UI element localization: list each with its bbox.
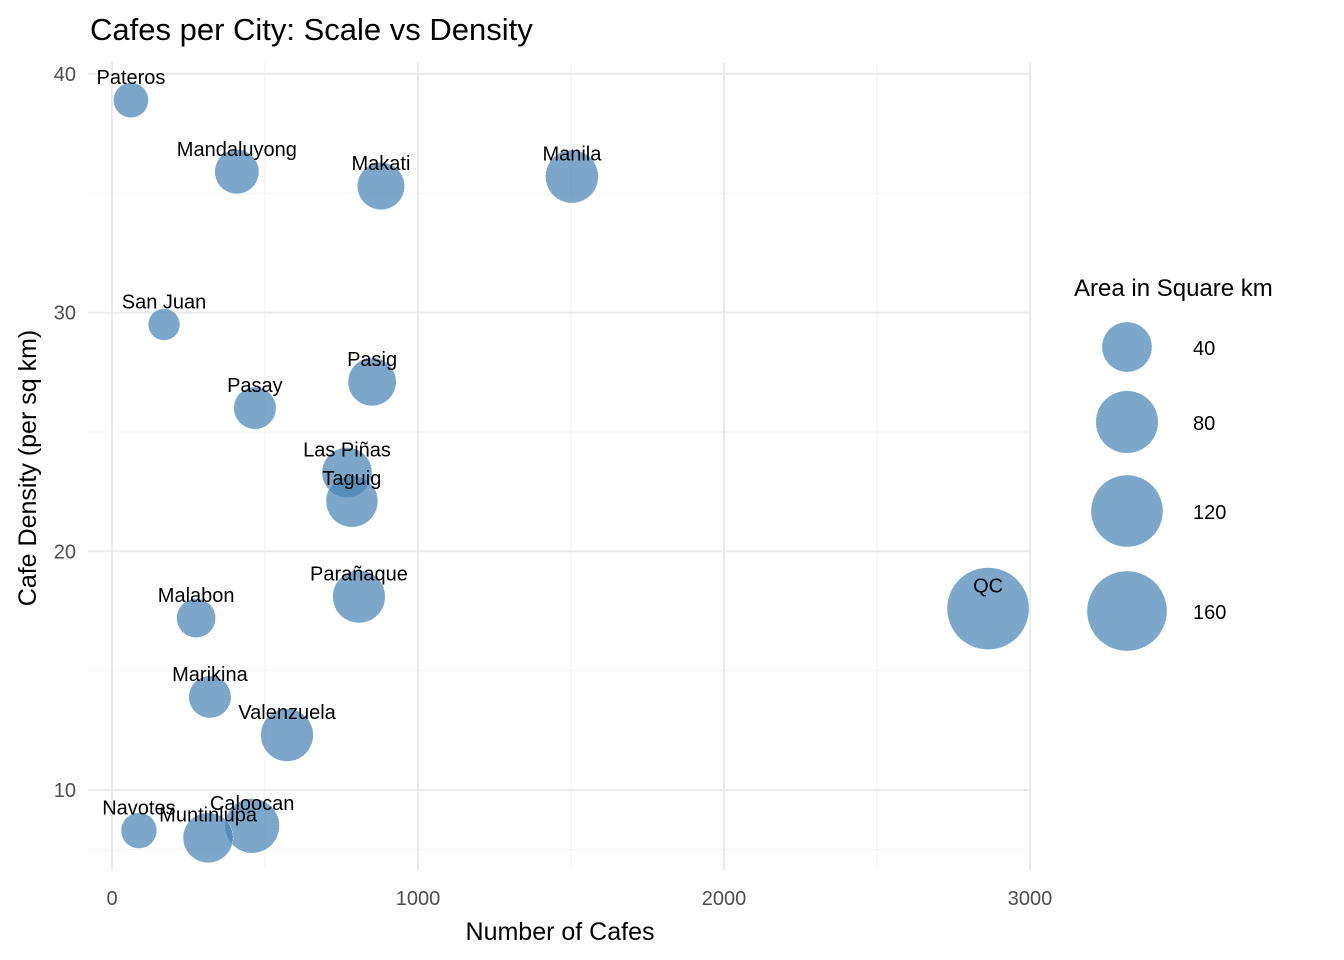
bubble-point [214, 149, 260, 195]
x-tick-label: 1000 [396, 888, 441, 910]
size-legend: Area in Square km 40 80 120 160 [1074, 275, 1273, 652]
bubble-point [347, 357, 397, 407]
legend-key-circle [1086, 570, 1168, 652]
y-axis-title: Cafe Density (per sq km) [14, 330, 42, 606]
point-label: Taguig [322, 468, 381, 490]
bubble-point [176, 598, 216, 638]
y-tick-label: 10 [54, 780, 76, 802]
bubble-point [147, 308, 181, 341]
point-labels: Pateros Mandaluyong Makati Manila San Juan Pa… [97, 67, 1004, 827]
x-tick-label: 0 [106, 888, 117, 910]
y-tick-label: 40 [54, 64, 76, 86]
bubble-point [545, 149, 599, 204]
point-label: Mandaluyong [177, 139, 297, 161]
bubble-point [120, 812, 158, 849]
point-label: Caloocan [210, 793, 295, 815]
point-label: Navotes [102, 798, 175, 820]
point-label: Makati [352, 153, 411, 175]
legend-key-circle [1090, 474, 1164, 548]
x-tick-label: 2000 [702, 888, 747, 910]
point-label: San Juan [122, 292, 207, 314]
bubble-point [233, 386, 277, 430]
legend-key-label: 40 [1193, 338, 1215, 360]
y-tick-label: 30 [54, 303, 76, 325]
bubble-point [113, 82, 149, 118]
grid [88, 62, 1031, 870]
bubbles [113, 82, 1030, 863]
bubble-point [188, 675, 232, 719]
legend-key-label: 120 [1193, 502, 1226, 524]
x-tick-label: 3000 [1008, 888, 1053, 910]
bubble-point [946, 567, 1030, 650]
point-label: Pateros [97, 67, 166, 89]
chart-title: Cafes per City: Scale vs Density [90, 12, 533, 47]
x-axis-ticks: 0 1000 2000 3000 [106, 888, 1052, 910]
point-label: Pasay [227, 375, 283, 397]
point-label: Marikina [172, 664, 248, 686]
point-label: QC [973, 576, 1003, 598]
legend-title: Area in Square km [1074, 275, 1273, 302]
point-label: Valenzuela [238, 702, 336, 724]
x-axis-title: Number of Cafes [466, 918, 655, 946]
bubble-point [332, 570, 386, 624]
bubble-point [357, 162, 405, 210]
point-label: Las Piñas [303, 440, 391, 462]
point-label: Muntinlupa [159, 805, 258, 827]
y-axis-ticks: 10 20 30 40 [54, 64, 76, 802]
point-label: Malabon [158, 585, 235, 607]
legend-key-circle [1095, 390, 1159, 454]
bubble-point [260, 708, 314, 762]
point-label: Manila [542, 144, 602, 166]
legend-key-label: 160 [1193, 602, 1226, 624]
bubble-point [182, 812, 234, 863]
y-tick-label: 20 [54, 541, 76, 563]
bubble-point [325, 475, 379, 528]
point-label: Parañaque [310, 564, 408, 586]
legend-key-circle [1101, 321, 1153, 373]
legend-key-label: 80 [1193, 413, 1215, 435]
point-label: Pasig [347, 349, 397, 371]
